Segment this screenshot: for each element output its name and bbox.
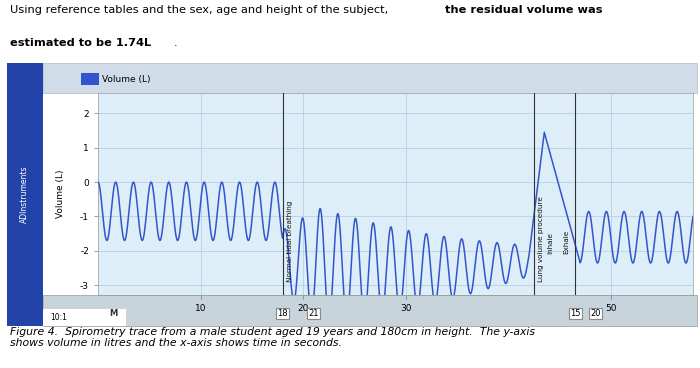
Text: 20: 20: [590, 309, 601, 318]
Text: Volume (L): Volume (L): [55, 170, 64, 218]
Bar: [43, 63, 696, 93]
Bar: [43, 309, 125, 326]
Text: Inhale: Inhale: [547, 232, 554, 254]
Bar: [80, 73, 99, 85]
Text: 10:1: 10:1: [50, 313, 66, 322]
Text: M: M: [109, 309, 118, 318]
Text: estimated to be 1.74L: estimated to be 1.74L: [10, 38, 152, 47]
Text: Using reference tables and the sex, age and height of the subject,: Using reference tables and the sex, age …: [10, 5, 393, 15]
Text: 21: 21: [308, 309, 318, 318]
Text: the residual volume was: the residual volume was: [445, 5, 603, 15]
Text: Exhale: Exhale: [563, 230, 569, 254]
Text: Figure 4.  Spirometry trace from a male student aged 19 years and 180cm in heigh: Figure 4. Spirometry trace from a male s…: [10, 326, 536, 348]
Bar: [43, 296, 696, 326]
Text: 18: 18: [277, 309, 288, 318]
Bar: [7, 63, 43, 326]
Text: Normal tidal breathing: Normal tidal breathing: [287, 200, 293, 282]
Text: 15: 15: [570, 309, 580, 318]
Text: .: .: [174, 38, 177, 47]
Text: ADInstruments: ADInstruments: [20, 165, 29, 223]
Text: Lung volume procedure: Lung volume procedure: [538, 196, 544, 282]
Text: Volume (L): Volume (L): [102, 75, 150, 84]
